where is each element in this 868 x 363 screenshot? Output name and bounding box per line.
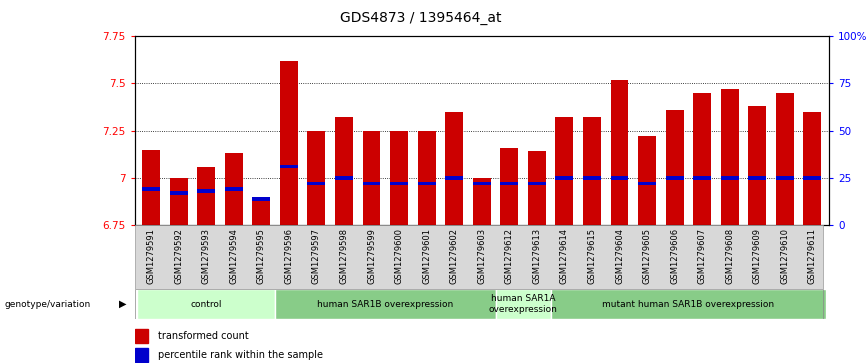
Text: GSM1279600: GSM1279600	[395, 228, 404, 284]
Text: GSM1279602: GSM1279602	[450, 228, 458, 284]
Bar	[253, 197, 270, 200]
Text: genotype/variation: genotype/variation	[4, 299, 90, 309]
Text: GSM1279607: GSM1279607	[698, 228, 707, 284]
Bar	[135, 348, 148, 362]
Bar	[804, 112, 821, 225]
Text: GSM1279596: GSM1279596	[285, 228, 293, 284]
Bar	[748, 106, 766, 225]
Bar	[473, 182, 490, 185]
Text: percentile rank within the sample: percentile rank within the sample	[158, 350, 323, 360]
Bar	[583, 176, 601, 180]
Text: GSM1279603: GSM1279603	[477, 228, 486, 284]
Bar	[473, 178, 490, 225]
Text: GSM1279591: GSM1279591	[147, 228, 155, 284]
Bar	[720, 89, 739, 225]
Text: GSM1279592: GSM1279592	[174, 228, 183, 284]
Bar	[275, 289, 496, 319]
Text: GSM1279594: GSM1279594	[229, 228, 238, 284]
Bar	[197, 167, 215, 225]
Bar	[748, 176, 766, 180]
Bar	[694, 93, 711, 225]
Bar	[335, 118, 353, 225]
Bar	[418, 131, 436, 225]
Text: GSM1279599: GSM1279599	[367, 228, 376, 284]
Bar	[610, 80, 628, 225]
Bar	[135, 329, 148, 343]
Bar	[279, 165, 298, 168]
Text: GSM1279609: GSM1279609	[753, 228, 762, 284]
Bar	[550, 289, 826, 319]
Text: GSM1279608: GSM1279608	[726, 228, 734, 284]
Bar	[279, 61, 298, 225]
Bar	[363, 131, 380, 225]
Bar	[390, 182, 408, 185]
Text: GSM1279593: GSM1279593	[201, 228, 211, 284]
Text: GSM1279604: GSM1279604	[615, 228, 624, 284]
Bar	[500, 148, 518, 225]
Bar	[363, 182, 380, 185]
Bar	[137, 289, 275, 319]
Text: GSM1279601: GSM1279601	[422, 228, 431, 284]
Text: GSM1279614: GSM1279614	[560, 228, 569, 284]
Bar	[307, 182, 326, 185]
Bar	[142, 187, 160, 191]
Bar	[445, 176, 464, 180]
Bar	[776, 93, 794, 225]
Bar	[225, 187, 243, 191]
Bar	[638, 182, 656, 185]
Text: human SAR1A
overexpression: human SAR1A overexpression	[489, 294, 557, 314]
Bar	[583, 118, 601, 225]
Bar	[142, 150, 160, 225]
Bar	[694, 176, 711, 180]
Text: human SAR1B overexpression: human SAR1B overexpression	[317, 299, 453, 309]
Text: ▶: ▶	[119, 299, 127, 309]
Bar	[556, 118, 574, 225]
Text: GSM1279611: GSM1279611	[808, 228, 817, 284]
Text: GSM1279612: GSM1279612	[505, 228, 514, 284]
Bar	[610, 176, 628, 180]
Bar	[528, 151, 546, 225]
Bar	[528, 182, 546, 185]
Bar	[197, 189, 215, 193]
Bar	[390, 131, 408, 225]
Text: transformed count: transformed count	[158, 331, 249, 341]
Bar	[666, 110, 684, 225]
Bar	[556, 176, 574, 180]
Text: GSM1279615: GSM1279615	[588, 228, 596, 284]
Bar	[169, 191, 187, 195]
Bar	[666, 176, 684, 180]
Text: GDS4873 / 1395464_at: GDS4873 / 1395464_at	[340, 11, 502, 25]
Text: GSM1279598: GSM1279598	[339, 228, 348, 284]
Bar	[496, 289, 550, 319]
Bar	[445, 112, 464, 225]
Bar	[418, 182, 436, 185]
Text: GSM1279605: GSM1279605	[642, 228, 652, 284]
Bar	[720, 176, 739, 180]
Text: GSM1279610: GSM1279610	[780, 228, 789, 284]
Bar	[169, 178, 187, 225]
Bar	[335, 176, 353, 180]
Bar	[225, 153, 243, 225]
Bar	[804, 176, 821, 180]
Text: GSM1279606: GSM1279606	[670, 228, 679, 284]
Bar	[500, 182, 518, 185]
Text: control: control	[190, 299, 222, 309]
Bar	[638, 136, 656, 225]
Bar	[776, 176, 794, 180]
Text: GSM1279595: GSM1279595	[257, 228, 266, 284]
Text: mutant human SAR1B overexpression: mutant human SAR1B overexpression	[602, 299, 774, 309]
Text: GSM1279597: GSM1279597	[312, 228, 321, 284]
Text: GSM1279613: GSM1279613	[532, 228, 542, 284]
Bar	[307, 131, 326, 225]
Bar	[253, 200, 270, 225]
